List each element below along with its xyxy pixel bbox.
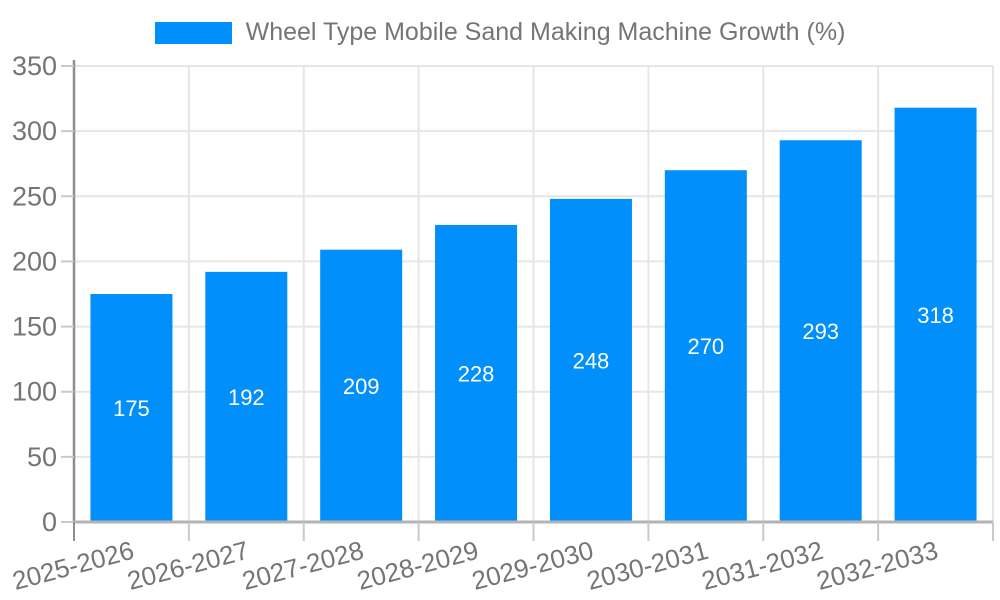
x-axis-label: 2031-2032 bbox=[698, 535, 826, 596]
y-axis-label: 350 bbox=[12, 51, 57, 81]
y-axis-label: 250 bbox=[12, 181, 57, 211]
bar[interactable] bbox=[320, 249, 403, 522]
bar-value-label: 228 bbox=[458, 361, 495, 386]
x-axis-label: 2032-2033 bbox=[813, 535, 941, 596]
bar-value-label: 192 bbox=[228, 385, 265, 410]
legend[interactable]: Wheel Type Mobile Sand Making Machine Gr… bbox=[0, 20, 1000, 45]
y-axis-label: 150 bbox=[12, 312, 57, 342]
bar[interactable] bbox=[549, 198, 632, 523]
x-axis-label: 2029-2030 bbox=[469, 535, 597, 596]
legend-swatch bbox=[154, 21, 232, 44]
bar-value-label: 248 bbox=[573, 348, 610, 373]
y-axis-label: 0 bbox=[42, 507, 57, 537]
y-axis-label: 50 bbox=[27, 442, 57, 472]
y-axis-label: 300 bbox=[12, 116, 57, 146]
x-axis-label: 2028-2029 bbox=[354, 535, 482, 596]
bar-value-label: 318 bbox=[917, 303, 954, 328]
bar[interactable] bbox=[664, 170, 747, 522]
legend-label: Wheel Type Mobile Sand Making Machine Gr… bbox=[245, 18, 846, 46]
bar-value-label: 293 bbox=[802, 319, 839, 344]
x-axis-label: 2027-2028 bbox=[239, 535, 367, 596]
bar[interactable] bbox=[894, 107, 977, 522]
y-axis-label: 100 bbox=[12, 377, 57, 407]
bar[interactable] bbox=[779, 140, 862, 522]
y-axis-label: 200 bbox=[12, 246, 57, 276]
bar[interactable] bbox=[435, 224, 518, 522]
x-axis-label: 2030-2031 bbox=[583, 535, 711, 596]
bar-value-label: 209 bbox=[343, 374, 380, 399]
bar[interactable] bbox=[205, 271, 288, 522]
bar-value-label: 270 bbox=[687, 334, 724, 359]
x-axis-label: 2025-2026 bbox=[9, 535, 137, 596]
bar-value-label: 175 bbox=[113, 396, 150, 421]
x-axis-label: 2026-2027 bbox=[124, 535, 252, 596]
bar[interactable] bbox=[90, 294, 173, 522]
